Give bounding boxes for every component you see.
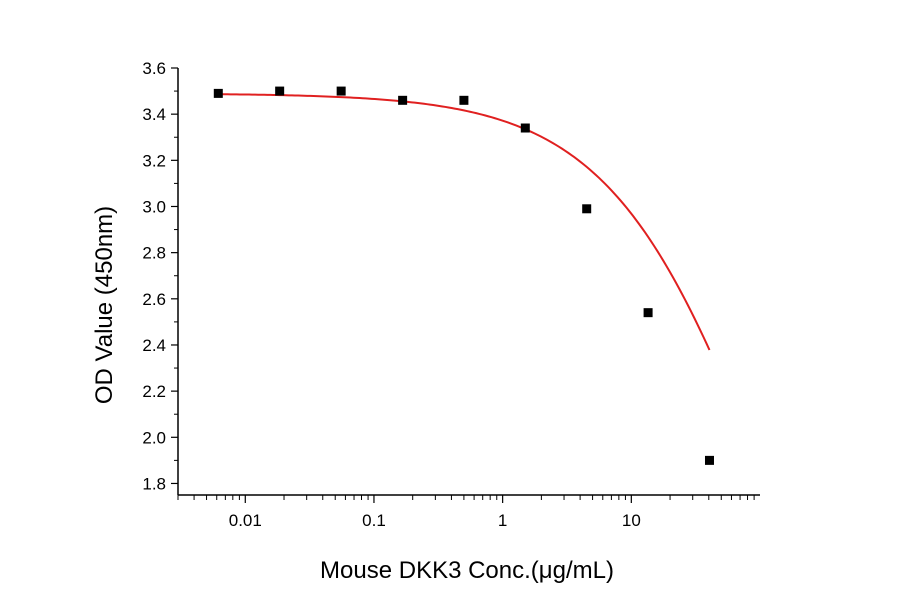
fit-curve	[218, 93, 711, 351]
x-tick-label: 1	[498, 511, 507, 530]
data-point	[213, 88, 223, 98]
y-tick-label: 3.4	[142, 105, 166, 124]
data-point	[520, 123, 530, 133]
y-tick-label: 2.4	[142, 336, 166, 355]
data-point	[643, 308, 653, 318]
y-tick-label: 2.8	[142, 244, 166, 263]
y-axis-label: OD Value (450nm)	[91, 206, 118, 404]
x-tick-label: 10	[622, 511, 641, 530]
y-tick-label: 1.8	[142, 474, 166, 493]
x-axis-ticks: 0.01 0.1 1 10	[177, 495, 755, 530]
data-point	[459, 95, 469, 105]
y-tick-label: 3.2	[142, 151, 166, 170]
x-axis-label: Mouse DKK3 Conc.(μg/mL)	[320, 557, 614, 584]
data-points	[213, 86, 714, 465]
y-tick-label: 3.0	[142, 197, 166, 216]
data-point	[582, 204, 592, 214]
y-tick-label: 2.2	[142, 382, 166, 401]
data-point	[398, 95, 408, 105]
data-point	[336, 86, 346, 96]
y-tick-label: 2.0	[142, 428, 166, 447]
x-tick-label: 0.1	[362, 511, 386, 530]
x-tick-label: 0.01	[229, 511, 262, 530]
y-tick-label: 3.6	[142, 59, 166, 78]
data-point	[704, 455, 714, 465]
data-point	[275, 86, 285, 96]
axes	[177, 68, 760, 496]
y-tick-label: 2.6	[142, 290, 166, 309]
y-axis-ticks: 1.8 2.0 2.2 2.4 2.6 2.8 3.0 3.2 3.4 3.6	[142, 59, 178, 493]
